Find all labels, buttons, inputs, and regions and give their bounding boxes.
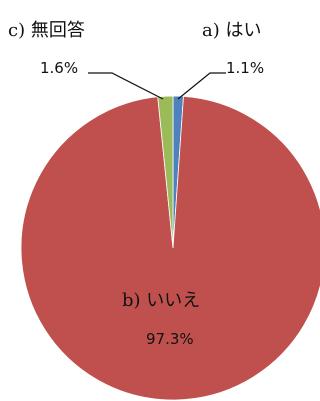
slice-percent-label-a: 1.1% xyxy=(226,59,264,77)
slice-name-label-c: c) 無回答 xyxy=(8,20,85,41)
leader-line-a xyxy=(177,72,226,100)
slice-percent-label-c: 1.6% xyxy=(40,59,78,77)
pie-slices xyxy=(20,95,320,401)
leader-line-c xyxy=(88,72,164,100)
slice-percent-label-b: 97.3% xyxy=(146,330,194,348)
slice-name-label-a: a) はい xyxy=(202,20,261,41)
slice-name-label-b: b) いいえ xyxy=(122,290,200,311)
pie-slice-b xyxy=(20,95,320,401)
